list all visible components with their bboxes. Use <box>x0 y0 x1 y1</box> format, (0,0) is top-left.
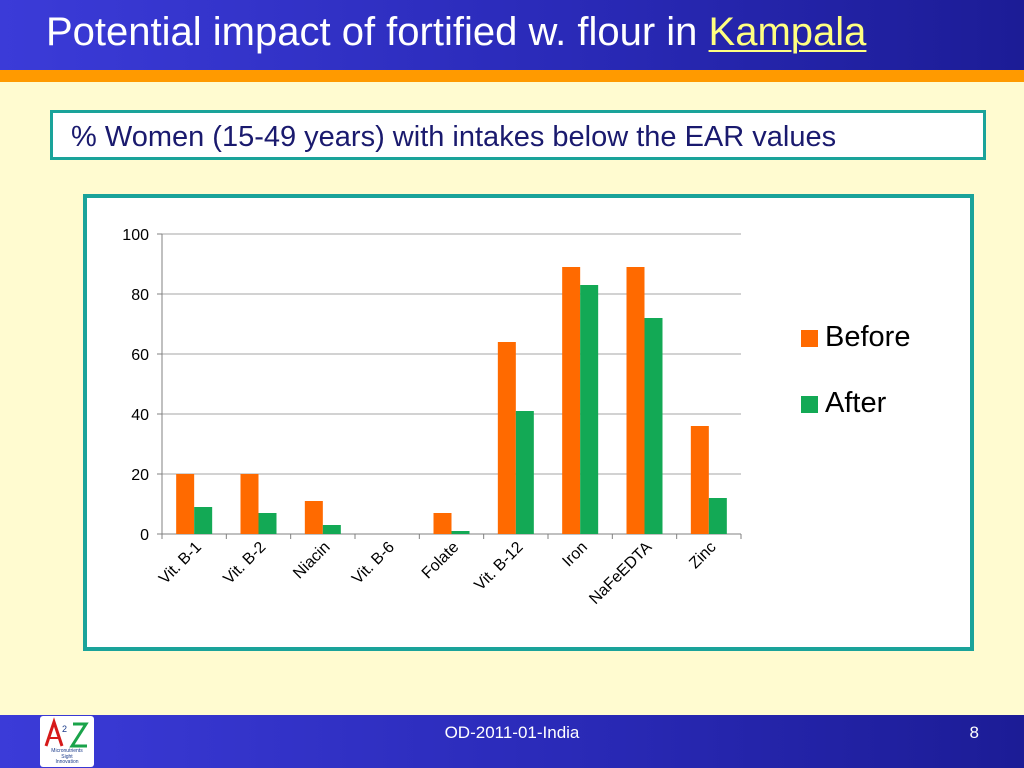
x-tick-label: Vit. B-1 <box>156 539 205 588</box>
title-highlight-kampala: Kampala <box>708 10 867 54</box>
a2z-logo-icon: 2 <box>44 717 89 748</box>
x-tick-label: Niacin <box>290 539 333 582</box>
bar-before <box>176 474 195 534</box>
bar-before <box>304 501 323 534</box>
y-tick-label: 80 <box>131 287 149 304</box>
bar-after <box>258 513 277 534</box>
bar-after <box>708 498 727 534</box>
y-tick-label: 0 <box>140 527 149 544</box>
x-tick-label: Vit. B-2 <box>220 539 269 588</box>
bar-before <box>690 426 709 534</box>
bar-after <box>515 411 534 534</box>
bar-before <box>562 267 581 534</box>
svg-text:2: 2 <box>62 724 67 734</box>
page-number: 8 <box>969 723 979 742</box>
x-tick-label: Vit. B-6 <box>349 539 398 588</box>
x-tick-label: Zinc <box>686 539 719 572</box>
logo-subtext: Micronutrients Sight Innovation <box>51 748 83 765</box>
x-tick-label: Folate <box>419 539 463 583</box>
bar-before <box>433 513 452 534</box>
y-tick-label: 100 <box>122 227 149 244</box>
x-tick-label: Vit. B-12 <box>471 539 526 594</box>
footer-bar: 2 Micronutrients Sight Innovation OD-201… <box>0 715 1024 768</box>
legend-swatch-before <box>801 330 818 347</box>
legend-swatch-after <box>801 396 818 413</box>
bar-after <box>194 507 213 534</box>
bar-before <box>626 267 645 534</box>
legend-label-before: Before <box>825 321 910 353</box>
x-tick-label: NaFeEDTA <box>586 539 655 608</box>
y-tick-label: 20 <box>131 467 149 484</box>
bar-before <box>497 342 516 534</box>
a2z-logo: 2 Micronutrients Sight Innovation <box>40 716 94 767</box>
bar-after <box>580 285 599 534</box>
slide-title: Potential impact of fortified w. flour i… <box>46 10 866 55</box>
chart-subtitle: % Women (15-49 years) with intakes below… <box>71 121 837 153</box>
y-tick-label: 40 <box>131 407 149 424</box>
bar-chart: 0 20 40 60 80 100 Vit. B-1 Vit. B-2 Niacin Vit. B… <box>122 227 910 608</box>
bar-after <box>451 531 470 534</box>
y-tick-label: 60 <box>131 347 149 364</box>
x-tick-label: Iron <box>559 539 591 571</box>
title-bar: Potential impact of fortified w. flour i… <box>0 0 1024 70</box>
legend-label-after: After <box>825 387 887 419</box>
bar-after <box>322 525 341 534</box>
bar-after <box>644 318 663 534</box>
accent-bar <box>0 70 1024 82</box>
chart-panel: 0 20 40 60 80 100 Vit. B-1 Vit. B-2 Niacin Vit. B… <box>83 194 974 651</box>
bar-before <box>240 474 259 534</box>
footer-reference: OD-2011-01-India <box>444 723 580 742</box>
slide-title-text: Potential impact of fortified w. flour i… <box>46 10 709 54</box>
subtitle-box: % Women (15-49 years) with intakes below… <box>50 110 986 160</box>
